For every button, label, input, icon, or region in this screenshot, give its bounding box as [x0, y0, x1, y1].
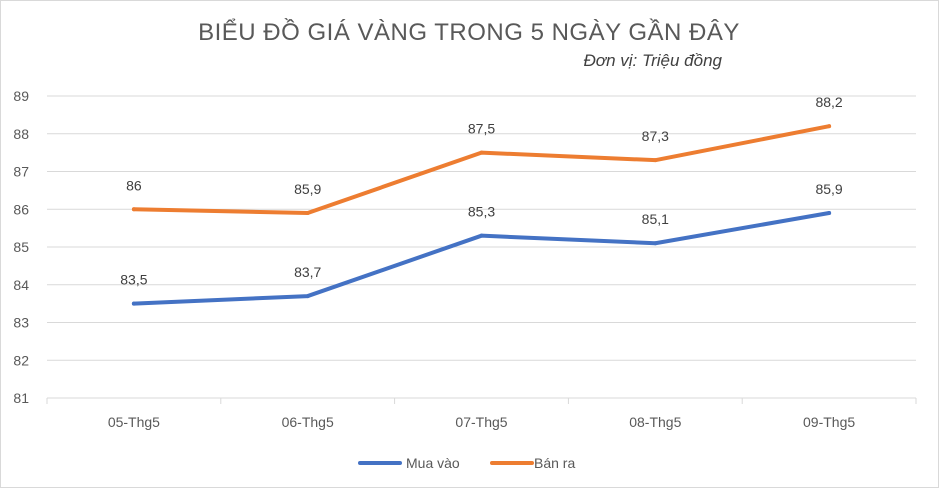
data-point [305, 211, 310, 216]
data-label: 85,1 [642, 211, 669, 227]
series-line-mua-vao [131, 211, 832, 306]
x-tick-label: 06-Thg5 [282, 414, 334, 430]
series-layer [131, 124, 832, 306]
data-point [653, 158, 658, 163]
legend-label: Mua vào [406, 455, 460, 471]
data-label: 87,5 [468, 121, 495, 137]
x-tick-label: 09-Thg5 [803, 414, 855, 430]
data-labels: 83,5 83,7 85,3 85,1 85,9 86 85,9 87,5 87,3 88,2 [120, 94, 843, 287]
y-tick-label: 83 [13, 315, 29, 331]
data-label: 86 [126, 177, 142, 193]
data-point [827, 211, 832, 216]
x-tick-label: 08-Thg5 [629, 414, 681, 430]
data-point [827, 124, 832, 129]
y-tick-label: 89 [13, 88, 29, 104]
y-tick-label: 81 [13, 390, 29, 406]
data-point [305, 294, 310, 299]
y-axis: 81 82 83 84 85 86 87 88 89 [13, 88, 29, 406]
chart-title: BIỂU ĐỒ GIÁ VÀNG TRONG 5 NGÀY GẦN ĐÂY [198, 18, 740, 46]
legend: Mua vào Bán ra [358, 455, 575, 471]
data-label: 85,9 [294, 181, 321, 197]
series-line-ban-ra [131, 124, 832, 216]
y-tick-label: 88 [13, 126, 29, 142]
data-point [479, 233, 484, 238]
x-axis: 05-Thg5 06-Thg5 07-Thg5 08-Thg5 09-Thg5 [46, 398, 917, 430]
x-tick-label: 07-Thg5 [455, 414, 507, 430]
legend-label: Bán ra [534, 455, 575, 471]
x-tick-label: 05-Thg5 [108, 414, 160, 430]
y-tick-label: 85 [13, 239, 29, 255]
data-label: 83,7 [294, 264, 321, 280]
data-label: 87,3 [642, 128, 669, 144]
y-tick-label: 86 [13, 201, 29, 217]
data-point [131, 207, 136, 212]
gridlines [47, 95, 916, 399]
y-tick-label: 84 [13, 277, 29, 293]
data-point [653, 241, 658, 246]
data-label: 88,2 [815, 94, 842, 110]
data-point [131, 301, 136, 306]
data-point [479, 150, 484, 155]
data-label: 85,9 [815, 181, 842, 197]
data-label: 83,5 [120, 272, 147, 288]
chart-subtitle: Đơn vị: Triệu đồng [584, 51, 723, 70]
data-label: 85,3 [468, 204, 495, 220]
y-tick-label: 87 [13, 164, 29, 180]
y-tick-label: 82 [13, 352, 29, 368]
